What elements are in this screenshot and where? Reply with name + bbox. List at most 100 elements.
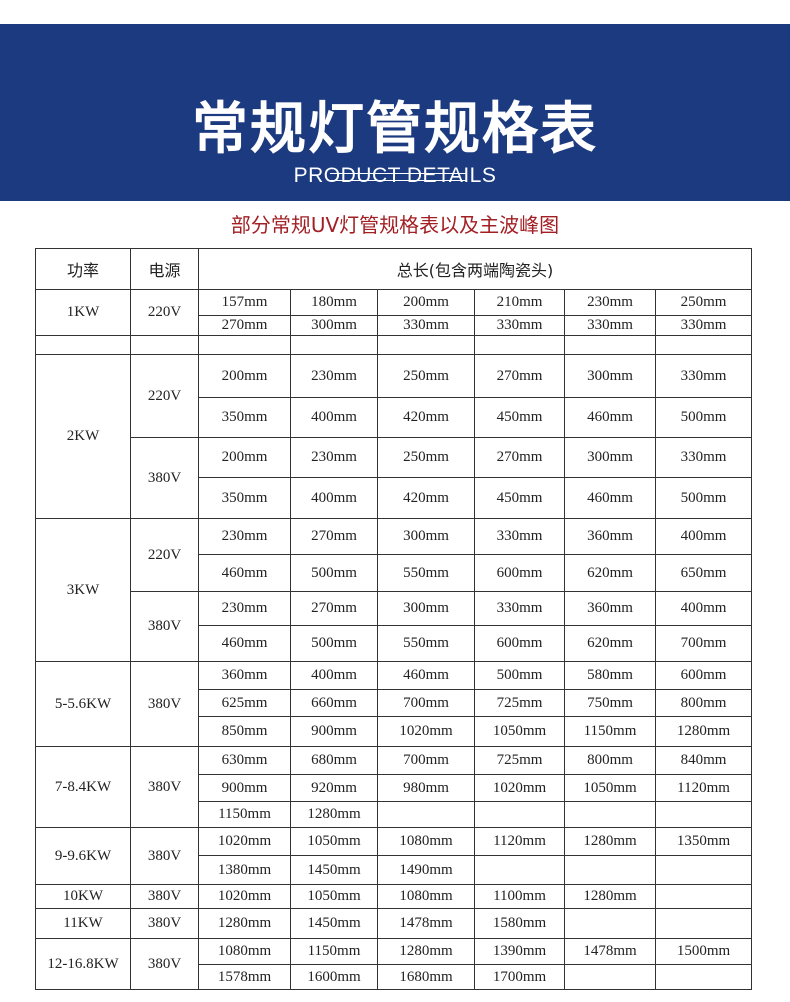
length-cell xyxy=(474,801,565,828)
length-cell: 1280mm xyxy=(198,908,291,939)
length-cell: 450mm xyxy=(474,477,565,519)
length-cell: 580mm xyxy=(564,661,656,690)
length-cell: 420mm xyxy=(377,477,475,519)
length-cell: 270mm xyxy=(290,518,378,555)
length-cell: 210mm xyxy=(474,289,565,316)
length-cell: 1490mm xyxy=(377,855,475,885)
voltage-cell: 380V xyxy=(130,591,199,662)
length-cell xyxy=(564,908,656,939)
voltage-cell: 220V xyxy=(130,518,199,592)
length-cell: 800mm xyxy=(564,746,656,775)
length-cell: 330mm xyxy=(474,518,565,555)
length-cell xyxy=(564,855,656,885)
length-cell xyxy=(654,855,753,885)
length-cell: 1100mm xyxy=(474,884,565,909)
voltage-cell: 220V xyxy=(130,354,199,438)
length-cell: 1390mm xyxy=(474,938,565,965)
length-cell: 680mm xyxy=(290,746,378,775)
length-cell: 1050mm xyxy=(290,884,378,909)
length-cell: 400mm xyxy=(290,397,378,438)
divider-line xyxy=(330,173,466,174)
length-cell: 460mm xyxy=(564,477,656,519)
power-cell: 2KW xyxy=(35,354,131,519)
length-cell: 900mm xyxy=(198,774,291,802)
length-cell: 850mm xyxy=(198,716,291,747)
length-cell: 330mm xyxy=(654,315,753,336)
length-cell: 180mm xyxy=(290,289,378,316)
length-cell: 300mm xyxy=(564,354,656,398)
length-cell: 460mm xyxy=(564,397,656,438)
length-cell: 1578mm xyxy=(198,964,291,990)
length-cell xyxy=(564,801,656,828)
length-cell: 1120mm xyxy=(654,774,753,802)
length-cell: 1280mm xyxy=(377,938,475,965)
length-cell xyxy=(474,335,565,355)
table-header-row: 功率 电源 总长(包含两端陶瓷头) xyxy=(35,248,753,290)
length-cell: 330mm xyxy=(564,315,656,336)
power-cell: 3KW xyxy=(35,518,131,662)
length-cell: 1150mm xyxy=(564,716,656,747)
length-cell: 1500mm xyxy=(654,938,753,965)
length-cell: 630mm xyxy=(198,746,291,775)
table-row: 380V 230mm 270mm 300mm 330mm 360mm 400mm xyxy=(36,591,753,662)
voltage-cell: 220V xyxy=(130,289,199,336)
length-cell: 1120mm xyxy=(474,827,565,856)
length-cell: 1680mm xyxy=(377,964,475,990)
length-cell: 350mm xyxy=(198,477,291,519)
header-banner: 常规灯管规格表 PRODUCT DETAILS xyxy=(0,24,790,201)
length-cell xyxy=(654,801,753,828)
length-cell: 400mm xyxy=(654,591,753,626)
power-cell: 10KW xyxy=(35,884,131,909)
length-cell xyxy=(474,855,565,885)
header-length: 总长(包含两端陶瓷头) xyxy=(197,248,753,290)
length-cell: 200mm xyxy=(198,354,291,398)
length-cell: 650mm xyxy=(654,554,753,592)
length-cell: 800mm xyxy=(654,689,753,717)
length-cell xyxy=(564,335,656,355)
length-cell: 725mm xyxy=(474,746,565,775)
length-cell: 1080mm xyxy=(377,827,475,856)
table-row: 9-9.6KW 380V 1020mm 1050mm 1080mm 1120mm 1280m… xyxy=(35,827,753,885)
length-cell xyxy=(654,908,753,939)
table-row: 270mm 300mm 330mm 330mm 330mm 330mm xyxy=(36,315,753,336)
voltage-cell: 380V xyxy=(130,884,199,909)
length-cell: 420mm xyxy=(377,397,475,438)
length-cell: 350mm xyxy=(198,397,291,438)
length-cell: 1478mm xyxy=(377,908,475,939)
table-row: 900mm 920mm 980mm 1020mm 1050mm 1120mm xyxy=(36,774,753,802)
length-cell: 620mm xyxy=(564,625,656,662)
length-cell: 300mm xyxy=(290,315,378,336)
length-cell xyxy=(654,964,753,990)
length-cell: 1150mm xyxy=(198,801,291,828)
length-cell: 620mm xyxy=(564,554,656,592)
length-cell: 550mm xyxy=(377,625,475,662)
length-cell: 625mm xyxy=(198,689,291,717)
voltage-cell: 380V xyxy=(130,827,199,885)
table-row: 7-8.4KW 380V 630mm 680mm 700mm 725mm 800mm 840m… xyxy=(35,746,753,828)
length-cell: 725mm xyxy=(474,689,565,717)
length-cell: 600mm xyxy=(654,661,753,690)
length-cell xyxy=(290,335,378,355)
length-cell: 1350mm xyxy=(654,827,753,856)
length-cell: 230mm xyxy=(198,518,291,555)
length-cell: 460mm xyxy=(377,661,475,690)
length-cell: 1020mm xyxy=(198,827,291,856)
table-row: 1578mm 1600mm 1680mm 1700mm xyxy=(36,964,753,990)
power-cell: 1KW xyxy=(35,289,131,336)
divider-line xyxy=(330,180,466,181)
length-cell: 1020mm xyxy=(198,884,291,909)
length-cell: 1380mm xyxy=(198,855,291,885)
length-cell: 500mm xyxy=(654,477,753,519)
length-cell: 1580mm xyxy=(474,908,565,939)
table-row xyxy=(35,335,753,355)
table-row: 460mm 500mm 550mm 600mm 620mm 700mm xyxy=(36,625,753,662)
length-cell: 200mm xyxy=(198,437,291,478)
length-cell: 750mm xyxy=(564,689,656,717)
table-row: 3KW 220V 230mm 270mm 300mm 330mm 360mm 400mm xyxy=(35,518,753,662)
length-cell: 1280mm xyxy=(290,801,378,828)
length-cell: 460mm xyxy=(198,554,291,592)
table-row: 5-5.6KW 380V 360mm 400mm 460mm 500mm 580mm 600m… xyxy=(35,661,753,747)
length-cell xyxy=(564,964,656,990)
length-cell: 250mm xyxy=(377,437,475,478)
length-cell: 500mm xyxy=(654,397,753,438)
